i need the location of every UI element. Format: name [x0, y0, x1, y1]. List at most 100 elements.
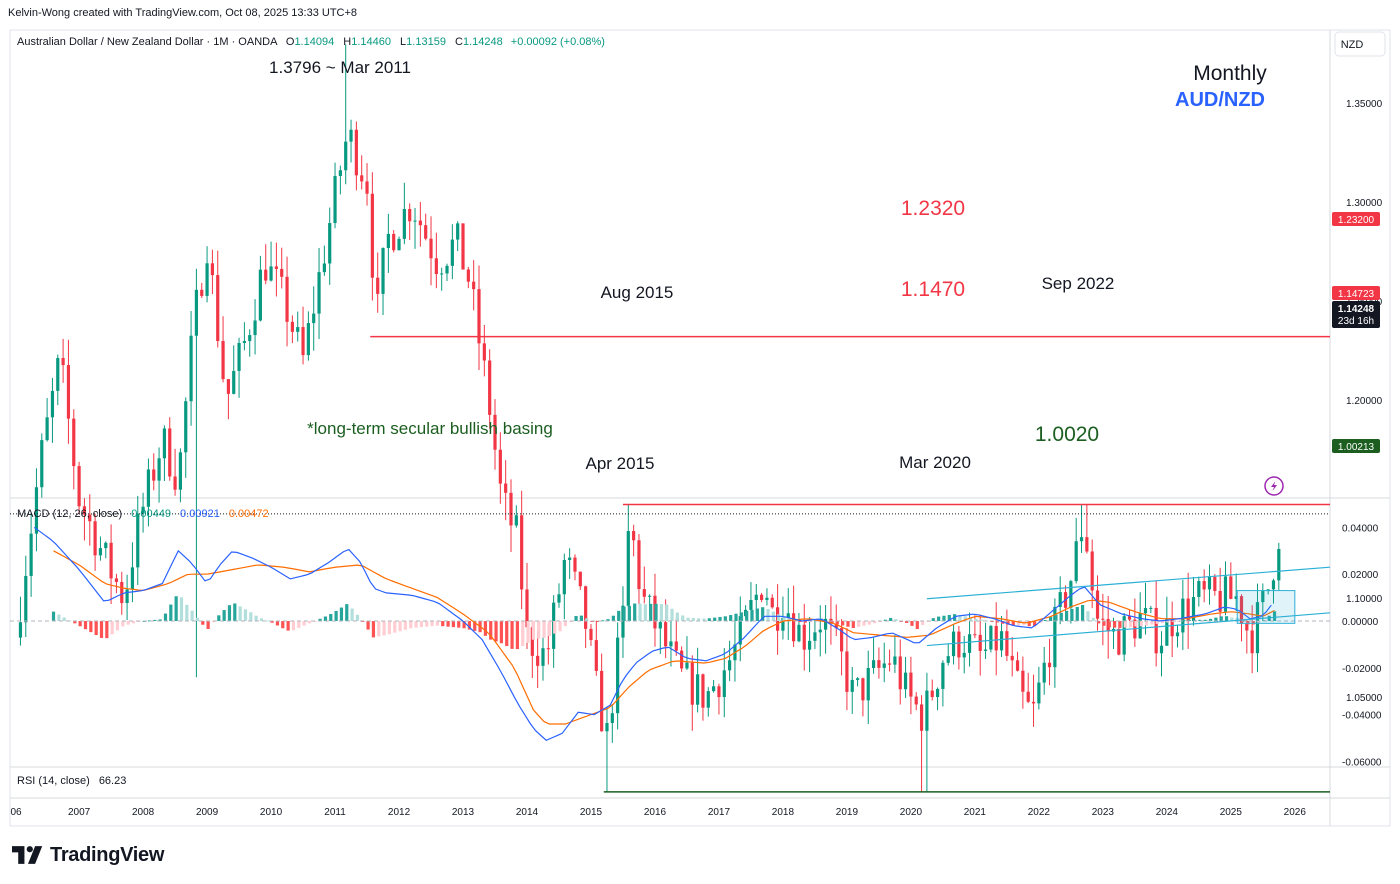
price-tick-label: 1.05000 [1346, 693, 1383, 704]
macd-histogram-bar [921, 621, 925, 626]
change-value: +0.00092 (+0.08%) [511, 36, 605, 48]
candle-body [1170, 618, 1174, 637]
macd-histogram-bar [105, 621, 109, 639]
candle-body [18, 622, 23, 638]
candle-body [354, 129, 358, 176]
macd-histogram-bar [601, 620, 605, 622]
macd-histogram-bar [99, 621, 104, 638]
candle-body [120, 581, 124, 604]
candle-body [1154, 607, 1158, 654]
candle-body [104, 542, 108, 549]
candle-body [578, 571, 582, 587]
macd-highlight-box[interactable] [1236, 590, 1296, 624]
macd-histogram-bar [542, 621, 546, 638]
candle-body [440, 273, 444, 275]
macd-histogram-bar [179, 597, 184, 621]
macd-histogram-bar [94, 621, 98, 636]
candle-body [866, 668, 870, 701]
candle-body [935, 688, 940, 698]
candle-body [1207, 576, 1212, 590]
macd-histogram-bar [649, 603, 653, 621]
tradingview-logo[interactable]: TradingView [12, 843, 164, 867]
macd-histogram-bar [1214, 617, 1218, 621]
time-tick-label: 2009 [196, 807, 219, 818]
macd-histogram-bar [334, 610, 338, 621]
candle-body [264, 269, 268, 281]
candle-body [664, 622, 668, 647]
candle-body [1186, 598, 1190, 622]
open-label: O [286, 36, 295, 48]
macd-histogram-bar [1096, 621, 1101, 624]
time-axis[interactable]: 06 2007 2008 2009 2010 2011 2012 2013 2014 2015 20… [10, 807, 1306, 818]
macd-histogram-bar [387, 621, 392, 635]
lightning-icon-bolt[interactable] [1271, 481, 1277, 491]
macd-histogram-bar [265, 620, 269, 622]
currency-button-frame[interactable] [1334, 31, 1386, 57]
macd-histogram-bar [499, 621, 504, 644]
macd-histogram-bar [211, 621, 216, 623]
candle-body [168, 428, 172, 477]
macd-channel-lower[interactable] [926, 612, 1331, 647]
macd-channel-upper[interactable] [926, 566, 1331, 600]
price-tick-label: 1.35000 [1346, 99, 1383, 110]
candle-body [242, 341, 246, 343]
candle-body [696, 674, 700, 705]
candle-body [802, 624, 806, 650]
symbol-name[interactable]: Australian Dollar / New Zealand Dollar ·… [17, 36, 278, 48]
badge-1147-text: 1.14723 [1338, 289, 1375, 300]
candle-body [152, 469, 156, 481]
candle-body [706, 691, 710, 708]
time-tick-label: 2010 [260, 807, 283, 818]
candle-body [461, 223, 465, 270]
macd-histogram-bar [803, 621, 807, 623]
rsi-legend[interactable]: RSI (14, close) 66.23 [17, 775, 126, 787]
candle-body [674, 641, 678, 651]
macd-histogram-bar [153, 619, 157, 621]
candle-body [621, 605, 625, 638]
candle-body [1149, 607, 1153, 609]
badge-last-bg [1332, 301, 1380, 328]
macd-histogram-bar [846, 621, 850, 627]
candle-body [1010, 655, 1014, 661]
macd-histogram-bar [889, 617, 893, 621]
candle-body [669, 641, 673, 647]
macd-histogram-bar [686, 617, 690, 621]
annotation-level-1232: 1.2320 [901, 197, 965, 220]
macd-histogram-bar [185, 604, 189, 621]
macd-histogram-bar [670, 608, 674, 621]
currency-button-label[interactable]: NZD [1341, 39, 1364, 51]
macd-histogram-bar [1043, 620, 1047, 622]
candle-body [738, 616, 742, 645]
macd-histogram-bar [393, 621, 397, 633]
candle-body [200, 289, 204, 296]
time-tick-label: 2023 [1092, 807, 1115, 818]
macd-histogram-bar [446, 621, 450, 627]
candle-body [258, 269, 262, 321]
macd-histogram-bar [867, 621, 871, 625]
macd-axis[interactable]: 0.04000 0.02000 0.00000 -0.02000 -0.04000 -0.… [1342, 523, 1382, 768]
candle-body [514, 515, 518, 526]
time-tick-label: 2019 [836, 807, 859, 818]
macd-histogram-bar [1033, 621, 1037, 627]
currency-button[interactable]: NZD [1334, 31, 1386, 57]
candle-body [1127, 616, 1132, 620]
candle-body [536, 655, 540, 666]
price-pane[interactable] [10, 30, 1330, 498]
candle-body [1058, 592, 1062, 607]
candle-body [88, 514, 92, 522]
candle-body [648, 595, 652, 597]
candle-body [845, 651, 849, 692]
candle-body [477, 289, 481, 344]
macd-legend[interactable]: MACD (12, 26, close) 0.00449 0.00921 0.0… [17, 508, 269, 520]
macd-histogram-bar [969, 617, 973, 621]
macd-histogram-bar [510, 621, 514, 649]
macd-histogram-bar [654, 603, 658, 621]
candle-body [637, 540, 641, 590]
lightning-icon[interactable] [1264, 476, 1284, 496]
macd-histogram-bar [675, 612, 679, 621]
candle-body [466, 269, 470, 282]
time-tick-label: 2007 [68, 807, 91, 818]
macd-histogram-bar [1139, 621, 1143, 627]
candle-body [290, 321, 294, 332]
